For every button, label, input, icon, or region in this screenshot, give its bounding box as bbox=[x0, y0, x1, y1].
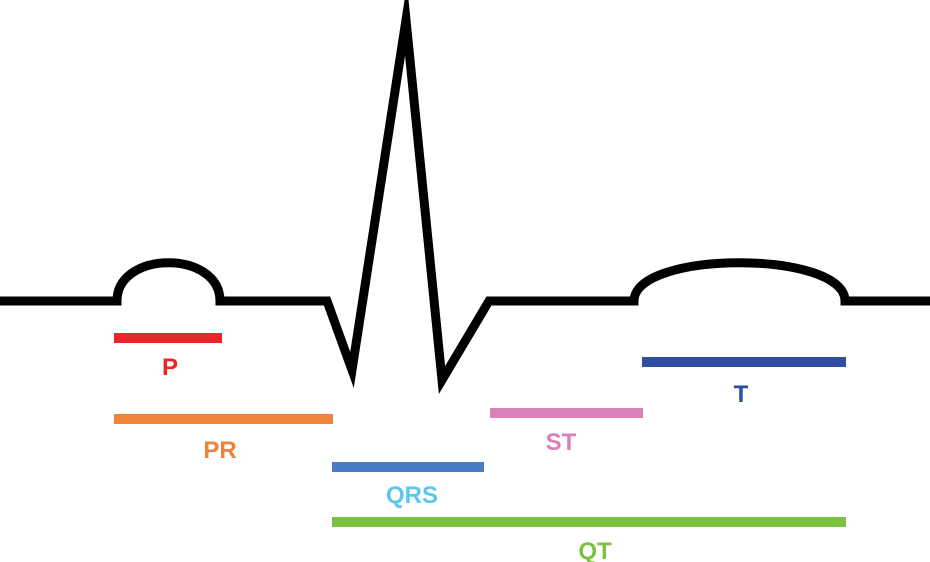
p-wave-bar bbox=[114, 333, 222, 343]
st-segment-label: ST bbox=[546, 429, 577, 456]
qt-interval-label: QT bbox=[578, 538, 612, 562]
t-wave-bar bbox=[642, 357, 846, 367]
qt-interval-bar bbox=[332, 517, 846, 527]
qrs-complex-label: QRS bbox=[386, 482, 438, 509]
ecg-waveform bbox=[0, 0, 930, 395]
qrs-complex-bar bbox=[332, 462, 484, 472]
pr-interval-bar bbox=[114, 414, 333, 424]
p-wave-label: P bbox=[162, 354, 178, 381]
t-wave-label: T bbox=[734, 381, 749, 408]
pr-interval-label: PR bbox=[203, 437, 236, 464]
st-segment-bar bbox=[490, 408, 643, 418]
